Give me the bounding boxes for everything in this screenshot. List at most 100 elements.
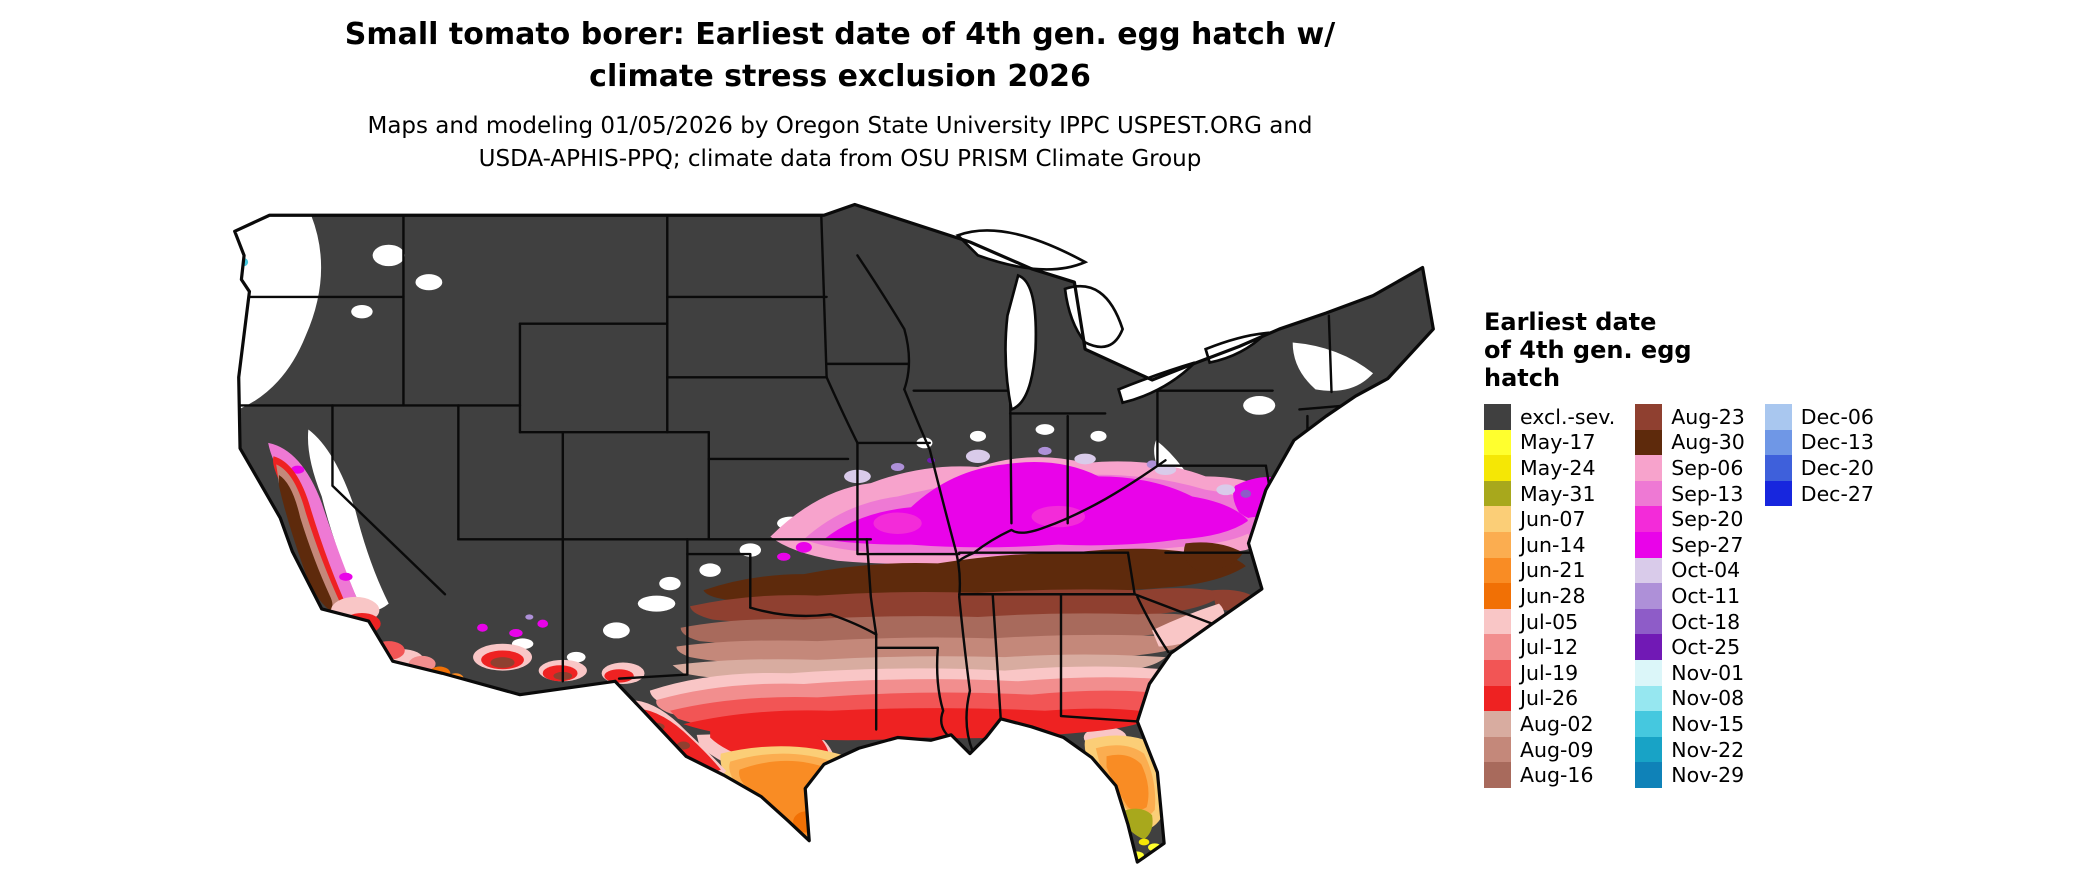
legend-entry: Aug-23: [1635, 404, 1745, 430]
legend-swatch: [1484, 762, 1511, 788]
legend-swatch: [1635, 506, 1663, 532]
legend-swatch: [1635, 455, 1663, 481]
legend-title-line-1: Earliest date: [1484, 308, 1657, 336]
map-specks-october: [844, 446, 1252, 498]
title-line-1: Small tomato borer: Earliest date of 4th…: [344, 17, 1336, 52]
legend-label: Sep-13: [1671, 481, 1744, 506]
legend-label: excl.-sev.: [1520, 404, 1616, 429]
legend-swatch: [1764, 480, 1792, 507]
map-colored-regions: [234, 204, 1434, 863]
legend-entry: Sep-20: [1635, 506, 1745, 532]
legend-entry: Dec-27: [1764, 480, 1874, 507]
legend-entry: Oct-18: [1635, 608, 1745, 635]
legend-swatch: [1635, 711, 1663, 737]
legend-swatch: [1484, 429, 1511, 456]
legend-column-3: Dec-06 Dec-13 Dec-20 Dec-27: [1764, 404, 1874, 507]
legend-label: May-31: [1520, 481, 1596, 506]
legend-label: May-24: [1520, 455, 1596, 480]
legend-swatch: [1484, 608, 1511, 635]
legend-label: Nov-29: [1671, 763, 1745, 788]
subtitle-line-1: Maps and modeling 01/05/2026 by Oregon S…: [367, 113, 1313, 139]
legend-label: Jul-05: [1520, 609, 1579, 634]
legend-swatch: [1635, 685, 1663, 712]
legend-swatch: [1764, 455, 1792, 481]
legend-entry: Aug-16: [1484, 762, 1615, 788]
legend-label: Aug-23: [1671, 404, 1745, 429]
legend-entry: May-24: [1484, 455, 1615, 481]
legend-entry: Jul-05: [1484, 608, 1615, 635]
legend-swatch: [1635, 736, 1663, 763]
legend-label: Oct-18: [1671, 609, 1741, 634]
legend-swatch: [1484, 506, 1511, 532]
legend-entry: Dec-13: [1764, 429, 1874, 456]
legend-label: Jul-12: [1520, 635, 1579, 660]
legend-entry: Dec-20: [1764, 455, 1874, 481]
legend-swatch: [1635, 583, 1663, 609]
legend-swatch: [1484, 583, 1511, 609]
legend-column-1: excl.-sev. May-17 May-24 May-31 Jun-07 Jun-14…: [1484, 404, 1615, 788]
lake-superior: [955, 229, 1089, 271]
legend-swatch: [1635, 480, 1663, 507]
legend-swatch: [1764, 404, 1792, 430]
legend-entry: Oct-04: [1635, 557, 1745, 584]
legend-swatch: [1635, 429, 1663, 456]
state-borders: [237, 214, 1381, 753]
legend-swatch: [1635, 557, 1663, 584]
legend-entry: Aug-30: [1635, 429, 1745, 456]
legend-swatch: [1484, 736, 1511, 763]
legend-entry: Sep-13: [1635, 480, 1745, 507]
legend-label: Sep-27: [1671, 532, 1744, 557]
legend-label: Jun-07: [1520, 507, 1586, 532]
legend-label: May-17: [1520, 430, 1596, 455]
legend-entry: Nov-22: [1635, 736, 1745, 763]
legend-swatch: [1484, 685, 1511, 712]
legend-label: Nov-01: [1671, 660, 1745, 685]
legend-entry: Nov-15: [1635, 711, 1745, 737]
legend-label: Aug-16: [1520, 763, 1594, 788]
legend-entry: Jun-07: [1484, 506, 1615, 532]
legend-swatch: [1484, 455, 1511, 481]
legend-swatch: [1484, 634, 1511, 660]
legend-label: Dec-20: [1800, 455, 1874, 480]
legend-entry: Aug-09: [1484, 736, 1615, 763]
map-legend: Earliest date of 4th gen. egg hatch excl…: [1484, 308, 1874, 788]
legend-swatch: [1635, 634, 1663, 660]
map-region-florida: [1084, 735, 1165, 860]
legend-entry: Oct-25: [1635, 634, 1745, 660]
legend-entry: Oct-11: [1635, 583, 1745, 609]
legend-label: Jul-26: [1520, 686, 1579, 711]
legend-entry: Jul-12: [1484, 634, 1615, 660]
legend-entry: May-31: [1484, 480, 1615, 507]
legend-label: Oct-11: [1671, 583, 1741, 608]
legend-swatch: [1484, 711, 1511, 737]
legend-swatch: [1484, 659, 1511, 686]
legend-label: Jun-21: [1520, 558, 1586, 583]
map-band-aug30-va: [1183, 542, 1244, 572]
legend-label: Sep-20: [1671, 507, 1744, 532]
legend-title: Earliest date of 4th gen. egg hatch: [1484, 308, 1874, 392]
legend-swatch: [1635, 762, 1663, 788]
us-map-svg: [233, 202, 1435, 864]
legend-swatch: [1764, 429, 1792, 456]
map-band-aug30: [703, 548, 1246, 601]
legend-swatch: [1635, 404, 1663, 430]
legend-entry: Nov-29: [1635, 762, 1745, 788]
legend-swatch: [1635, 659, 1663, 686]
legend-entry: May-17: [1484, 429, 1615, 456]
lake-huron: [1063, 284, 1125, 349]
legend-entry: Jul-19: [1484, 659, 1615, 686]
legend-label: Dec-13: [1800, 430, 1874, 455]
legend-swatch: [1484, 404, 1511, 430]
legend-entry: Jul-26: [1484, 685, 1615, 712]
legend-label: Dec-06: [1800, 404, 1874, 429]
legend-title-line-2: of 4th gen. egg: [1484, 336, 1692, 364]
legend-entry: excl.-sev.: [1484, 404, 1615, 430]
legend-entry: Jun-28: [1484, 583, 1615, 609]
us-map: [228, 200, 1440, 880]
map-band-sep27: [823, 462, 1249, 548]
legend-entry: Sep-06: [1635, 455, 1745, 481]
legend-swatch: [1484, 531, 1511, 558]
page-title: Small tomato borer: Earliest date of 4th…: [0, 14, 1680, 98]
legend-label: Jul-19: [1520, 660, 1579, 685]
legend-label: Nov-15: [1671, 711, 1745, 736]
